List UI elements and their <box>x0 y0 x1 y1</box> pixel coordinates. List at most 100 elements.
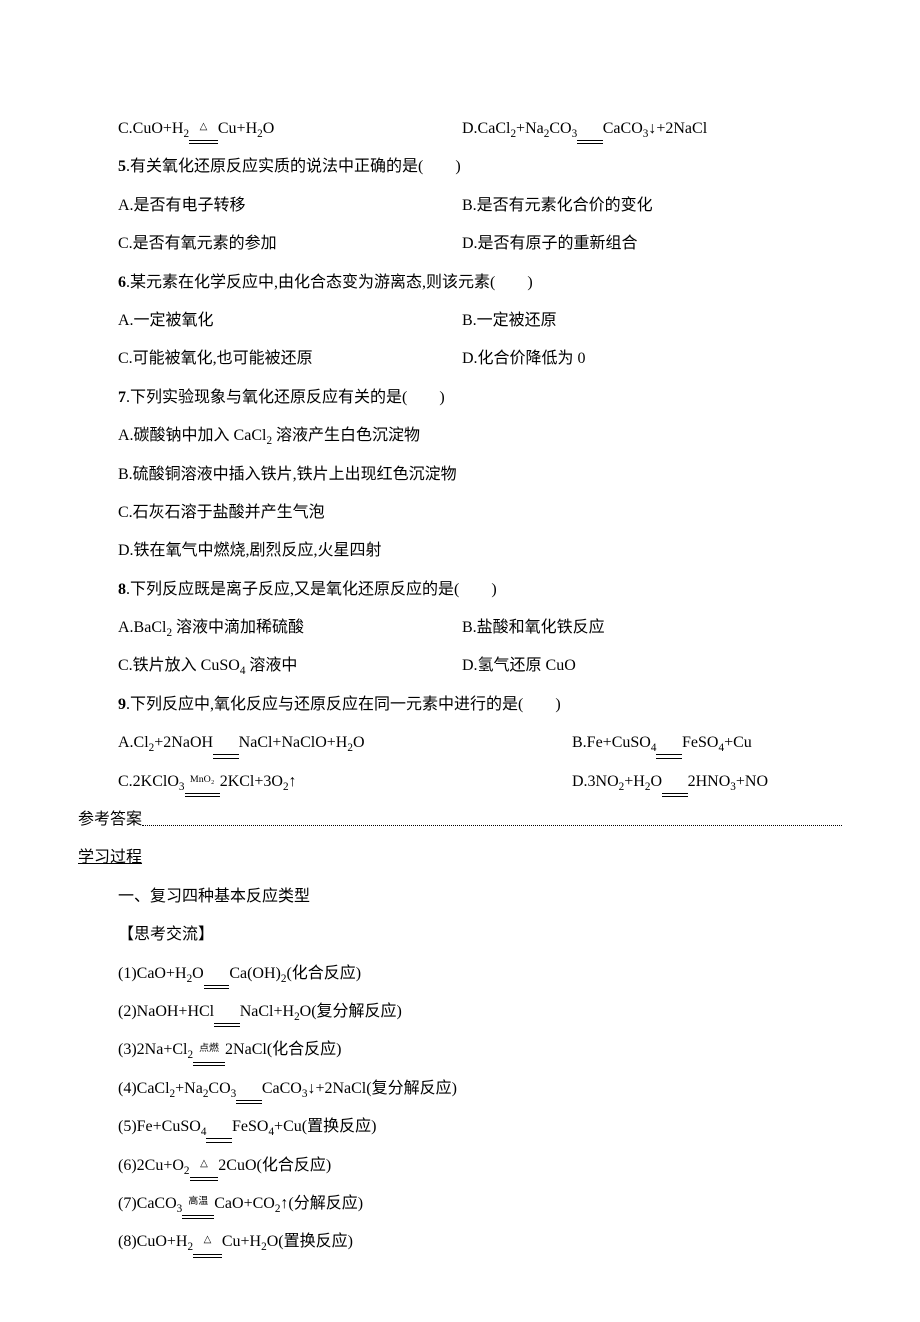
stem-text: .下列反应既是离子反应,又是氧化还原反应的是( <box>126 581 459 598</box>
text: FeSO <box>232 1118 268 1135</box>
reaction-arrow: △ <box>193 1223 222 1261</box>
stem-end: ) <box>527 274 532 291</box>
text: D.CaCl <box>462 120 510 137</box>
text: 溶液中 <box>245 657 297 674</box>
text: (1)CaO+H <box>118 965 187 982</box>
q-number: 9 <box>118 696 126 713</box>
q5-option-c: C.是否有氧元素的参加 <box>118 225 458 263</box>
text: +H <box>624 773 645 790</box>
reaction-arrow: MnO₂ <box>185 763 220 801</box>
text: (3)2Na+Cl <box>118 1041 187 1058</box>
q9-options-ab: A.Cl2+2NaOH NaCl+NaClO+H2O B.Fe+CuSO4 Fe… <box>78 724 842 762</box>
condition: 高温 <box>188 1190 208 1214</box>
q8-option-d: D.氢气还原 CuO <box>462 647 802 685</box>
text: 溶液中滴加稀硫酸 <box>172 619 304 636</box>
reaction-arrow <box>656 724 682 762</box>
gap <box>407 389 439 406</box>
text: CO <box>208 1080 230 1097</box>
reaction-arrow: △ <box>189 110 218 148</box>
q7-stem: 7.下列实验现象与氧化还原反应有关的是( ) <box>78 379 842 417</box>
text: Ca(OH) <box>229 965 281 982</box>
rxn-5: (5)Fe+CuSO4 FeSO4+Cu(置换反应) <box>78 1108 842 1146</box>
q5-options-ab: A.是否有电子转移 B.是否有元素化合价的变化 <box>78 187 842 225</box>
text: (5)Fe+CuSO <box>118 1118 201 1135</box>
text: (8)CuO+H <box>118 1233 187 1250</box>
answers-heading-row: 参考答案 <box>78 801 842 839</box>
rxn-7: (7)CaCO3高温 CaO+CO2↑(分解反应) <box>78 1185 842 1223</box>
q-number: 8 <box>118 581 126 598</box>
q5-stem: 5.有关氧化还原反应实质的说法中正确的是( ) <box>78 148 842 186</box>
reaction-arrow: △ <box>190 1147 219 1185</box>
q-number: 6 <box>118 274 126 291</box>
q9-option-b: B.Fe+CuSO4 FeSO4+Cu <box>572 724 752 762</box>
text: O <box>192 965 204 982</box>
text: +Cu(置换反应) <box>274 1118 376 1135</box>
condition: 点燃 <box>199 1037 219 1061</box>
q-number: 5 <box>118 158 126 175</box>
text: +NO <box>736 773 768 790</box>
q4-option-d: D.CaCl2+Na2CO3 CaCO3↓+2NaCl <box>462 110 802 148</box>
text: ↓+2NaCl <box>648 120 707 137</box>
text: ↑(分解反应) <box>280 1195 363 1212</box>
text: A.碳酸钠中加入 CaCl <box>118 427 266 444</box>
text: ↑ <box>289 773 297 790</box>
text: CO <box>549 120 571 137</box>
q7-option-d: D.铁在氧气中燃烧,剧烈反应,火星四射 <box>78 532 842 570</box>
condition: MnO₂ <box>190 768 214 792</box>
reaction-arrow <box>214 993 240 1031</box>
text: 2NaCl(化合反应) <box>225 1041 341 1058</box>
text: Cu+H <box>218 120 257 137</box>
text: (6)2Cu+O <box>118 1157 184 1174</box>
q9-option-d: D.3NO2+H2O 2HNO3+NO <box>572 763 768 801</box>
text: C.CuO+H <box>118 120 183 137</box>
reaction-arrow: 点燃 <box>193 1031 225 1069</box>
text: (化合反应) <box>286 965 361 982</box>
stem-text: .下列反应中,氧化反应与还原反应在同一元素中进行的是( <box>126 696 523 713</box>
condition: △ <box>200 115 208 139</box>
text: ↓+2NaCl(复分解反应) <box>307 1080 456 1097</box>
text: A.Cl <box>118 734 149 751</box>
rxn-4: (4)CaCl2+Na2CO3 CaCO3↓+2NaCl(复分解反应) <box>78 1070 842 1108</box>
text: A.BaCl <box>118 619 166 636</box>
q9-options-cd: C.2KClO3MnO₂ 2KCl+3O2↑ D.3NO2+H2O 2HNO3+… <box>78 763 842 801</box>
q8-stem: 8.下列反应既是离子反应,又是氧化还原反应的是( ) <box>78 571 842 609</box>
stem-end: ) <box>491 581 496 598</box>
q8-option-b: B.盐酸和氧化铁反应 <box>462 609 802 647</box>
document-page: C.CuO+H2△ Cu+H2O D.CaCl2+Na2CO3 CaCO3↓+2… <box>0 0 920 1322</box>
text: Cu+H <box>222 1233 261 1250</box>
learning-label: 学习过程 <box>78 849 142 866</box>
text: +Cu <box>724 734 752 751</box>
gap <box>523 696 555 713</box>
text: (4)CaCl <box>118 1080 170 1097</box>
stem-end: ) <box>455 158 460 175</box>
text: FeSO <box>682 734 718 751</box>
dotted-line <box>142 815 842 826</box>
rxn-1: (1)CaO+H2O Ca(OH)2(化合反应) <box>78 955 842 993</box>
q6-option-c: C.可能被氧化,也可能被还原 <box>118 340 458 378</box>
text: CaO+CO <box>214 1195 275 1212</box>
q-number: 7 <box>118 389 126 406</box>
condition: △ <box>200 1152 208 1176</box>
text: C.铁片放入 CuSO <box>118 657 240 674</box>
text: CaCO <box>262 1080 302 1097</box>
text: (2)NaOH+HCl <box>118 1003 214 1020</box>
text: NaCl+NaClO+H <box>239 734 348 751</box>
text: 2CuO(化合反应) <box>218 1157 331 1174</box>
q5-options-cd: C.是否有氧元素的参加 D.是否有原子的重新组合 <box>78 225 842 263</box>
gap <box>459 581 491 598</box>
q8-options-ab: A.BaCl2 溶液中滴加稀硫酸 B.盐酸和氧化铁反应 <box>78 609 842 647</box>
reaction-arrow <box>236 1070 262 1108</box>
rxn-2: (2)NaOH+HCl NaCl+H2O(复分解反应) <box>78 993 842 1031</box>
reaction-arrow <box>206 1108 232 1146</box>
text: +Na <box>516 120 544 137</box>
q8-option-c: C.铁片放入 CuSO4 溶液中 <box>118 647 458 685</box>
text: O <box>650 773 662 790</box>
text: (7)CaCO <box>118 1195 177 1212</box>
stem-end: ) <box>439 389 444 406</box>
q8-option-a: A.BaCl2 溶液中滴加稀硫酸 <box>118 609 458 647</box>
q6-option-b: B.一定被还原 <box>462 302 802 340</box>
reaction-arrow <box>213 724 239 762</box>
text: +2NaOH <box>154 734 213 751</box>
answers-label: 参考答案 <box>78 811 142 828</box>
rxn-8: (8)CuO+H2△ Cu+H2O(置换反应) <box>78 1223 842 1261</box>
